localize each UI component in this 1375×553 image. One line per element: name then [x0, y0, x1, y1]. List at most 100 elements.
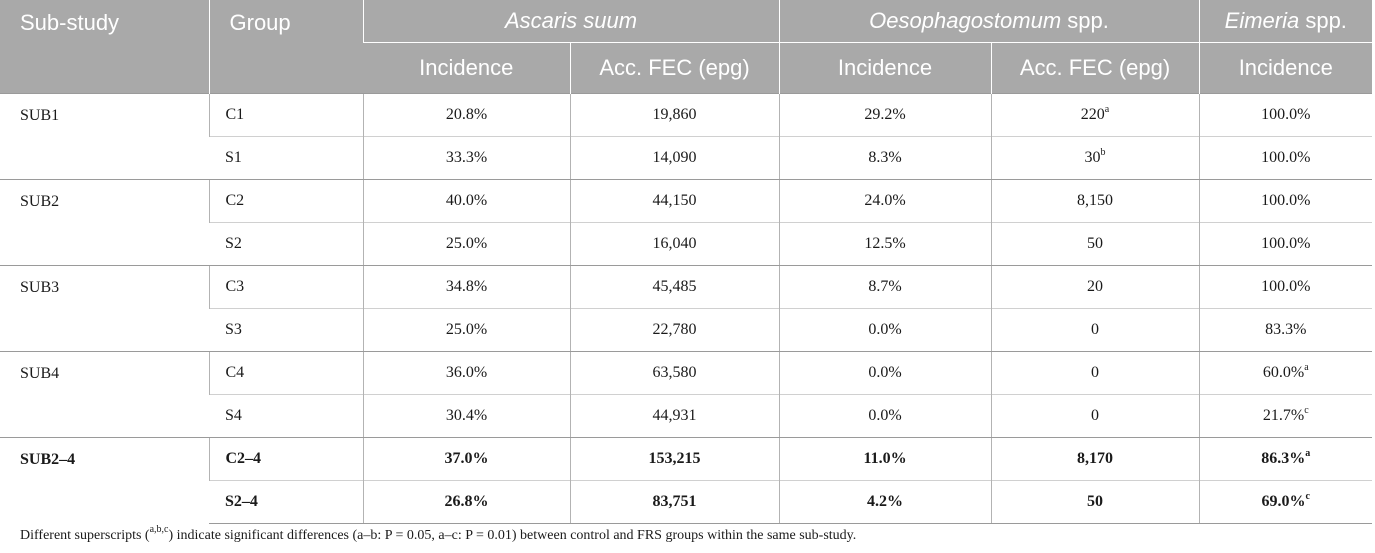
cell-substudy: SUB2–4	[0, 437, 209, 524]
cell-ascaris-fec: 22,780	[569, 308, 780, 352]
cell-oeso-incidence: 8.7%	[778, 265, 992, 309]
footnote-text-after: ) indicate significant differences (a–b:…	[168, 528, 857, 543]
cell-substudy: SUB3	[0, 265, 209, 352]
oeso-fec-value: 50	[1087, 235, 1104, 252]
cell-oeso-incidence: 4.2%	[778, 480, 992, 524]
cell-substudy: SUB1	[0, 93, 209, 180]
cell-oeso-incidence: 12.5%	[778, 222, 992, 266]
table-row: SUB1 C1 20.8% 19,860 29.2% 220a 100.0%	[0, 93, 1373, 180]
cell-oeso-fec: 0	[990, 351, 1200, 395]
cell-group: C4	[208, 351, 363, 395]
cell-ascaris-fec: 45,485	[569, 265, 780, 309]
header-ascaris-fec: Acc. FEC (epg)	[569, 42, 780, 94]
cell-ascaris-incidence: 34.8%	[362, 265, 570, 309]
cell-ascaris-incidence: 25.0%	[362, 222, 570, 266]
header-eimeria: Eimeria spp.	[1198, 0, 1373, 43]
cell-oeso-incidence: 0.0%	[778, 394, 992, 438]
results-table: Sub-study Group Ascaris suum Oesophagost…	[0, 0, 1373, 524]
cell-oeso-fec: 30b	[990, 136, 1200, 180]
cell-oeso-incidence: 24.0%	[778, 179, 992, 223]
oeso-fec-value: 8,150	[1077, 192, 1114, 209]
table-row: SUB3 C3 34.8% 45,485 8.7% 20 100.0%	[0, 265, 1373, 352]
table-row: S2 25.0% 16,040 12.5% 50 100.0%	[0, 222, 1373, 266]
footnote-text-before: Different superscripts (	[20, 528, 150, 543]
cell-oeso-fec: 220a	[990, 93, 1200, 137]
eimeria-incidence-value: 60.0%	[1262, 364, 1305, 381]
eimeria-incidence-value: 86.3%	[1261, 450, 1306, 467]
cell-ascaris-incidence: 26.8%	[362, 480, 570, 524]
header-oeso-genus: Oesophagostomum	[869, 8, 1062, 33]
header-oeso-suffix: spp.	[1061, 8, 1109, 33]
cell-group: S1	[209, 136, 363, 180]
footnote-superscripts: a,b,c	[149, 524, 169, 536]
cell-oeso-fec: 0	[990, 394, 1200, 438]
header-ascaris: Ascaris suum	[362, 0, 780, 43]
cell-eimeria-incidence: 100.0%	[1198, 222, 1373, 266]
oeso-fec-value: 0	[1091, 407, 1100, 424]
oeso-fec-value: 50	[1087, 493, 1104, 510]
table-row: SUB4 C4 36.0% 63,580 0.0% 0 60.0%a	[0, 351, 1373, 438]
cell-ascaris-incidence: 30.4%	[362, 394, 570, 438]
header-substudy: Sub-study	[0, 0, 209, 94]
table-row: SUB2 C2 40.0% 44,150 24.0% 8,150 100.0%	[0, 179, 1373, 266]
cell-group: S3	[209, 308, 363, 352]
eimeria-incidence-value: 69.0%	[1261, 493, 1306, 510]
cell-group: S2–4	[209, 480, 363, 524]
cell-ascaris-incidence: 36.0%	[362, 351, 570, 395]
eimeria-incidence-value: 100.0%	[1261, 149, 1311, 166]
cell-ascaris-incidence: 20.8%	[362, 93, 570, 137]
header-group: Group	[208, 0, 363, 94]
cell-oeso-fec: 8,170	[990, 437, 1200, 481]
eimeria-incidence-value: 21.7%	[1262, 407, 1305, 424]
cell-group: S2	[209, 222, 363, 266]
cell-ascaris-fec: 153,215	[569, 437, 780, 481]
cell-eimeria-incidence: 100.0%	[1198, 93, 1373, 137]
cell-oeso-incidence: 8.3%	[778, 136, 992, 180]
eimeria-incidence-value: 100.0%	[1261, 192, 1311, 209]
cell-ascaris-fec: 14,090	[569, 136, 780, 180]
header-eimeria-suffix: spp.	[1299, 8, 1347, 33]
cell-eimeria-incidence: 21.7%c	[1198, 394, 1373, 438]
header-eimeria-incidence: Incidence	[1198, 42, 1373, 94]
cell-group: C2	[208, 179, 363, 223]
header-oeso-incidence: Incidence	[778, 42, 992, 94]
cell-ascaris-incidence: 25.0%	[362, 308, 570, 352]
cell-ascaris-fec: 63,580	[569, 351, 780, 395]
cell-substudy: SUB4	[0, 351, 209, 438]
eimeria-incidence-value: 100.0%	[1261, 235, 1311, 252]
cell-eimeria-incidence: 69.0%c	[1198, 480, 1373, 524]
table-row: SUB2–4 C2–4 37.0% 153,215 11.0% 8,170 86…	[0, 437, 1373, 524]
cell-eimeria-incidence: 100.0%	[1198, 265, 1373, 309]
cell-ascaris-fec: 44,931	[569, 394, 780, 438]
cell-ascaris-incidence: 37.0%	[362, 437, 570, 481]
cell-oeso-fec: 50	[990, 480, 1200, 524]
cell-group: S4	[209, 394, 363, 438]
cell-oeso-fec: 8,150	[990, 179, 1200, 223]
cell-group: C1	[208, 93, 363, 137]
cell-eimeria-incidence: 86.3%a	[1198, 437, 1373, 481]
cell-group: C2–4	[208, 437, 363, 481]
cell-ascaris-fec: 16,040	[569, 222, 780, 266]
superscript: c	[1305, 490, 1310, 502]
cell-oeso-incidence: 29.2%	[778, 93, 992, 137]
superscript: a	[1305, 447, 1311, 459]
cell-ascaris-fec: 83,751	[569, 480, 780, 524]
cell-oeso-fec: 50	[990, 222, 1200, 266]
eimeria-incidence-value: 83.3%	[1265, 321, 1307, 338]
cell-oeso-incidence: 0.0%	[778, 351, 992, 395]
oeso-fec-value: 20	[1087, 278, 1104, 295]
table-row: S2–4 26.8% 83,751 4.2% 50 69.0%c	[0, 480, 1373, 524]
cell-group: C3	[208, 265, 363, 309]
oeso-fec-value: 0	[1091, 321, 1100, 338]
eimeria-incidence-value: 100.0%	[1261, 106, 1311, 123]
table-row: S4 30.4% 44,931 0.0% 0 21.7%c	[0, 394, 1373, 438]
cell-eimeria-incidence: 60.0%a	[1198, 351, 1373, 395]
eimeria-incidence-value: 100.0%	[1261, 278, 1311, 295]
header-eimeria-genus: Eimeria	[1224, 8, 1300, 33]
oeso-fec-value: 8,170	[1077, 450, 1114, 467]
cell-eimeria-incidence: 100.0%	[1198, 179, 1373, 223]
cell-ascaris-fec: 44,150	[569, 179, 780, 223]
superscript: a	[1304, 361, 1309, 373]
cell-eimeria-incidence: 83.3%	[1198, 308, 1373, 352]
cell-oeso-fec: 20	[990, 265, 1200, 309]
